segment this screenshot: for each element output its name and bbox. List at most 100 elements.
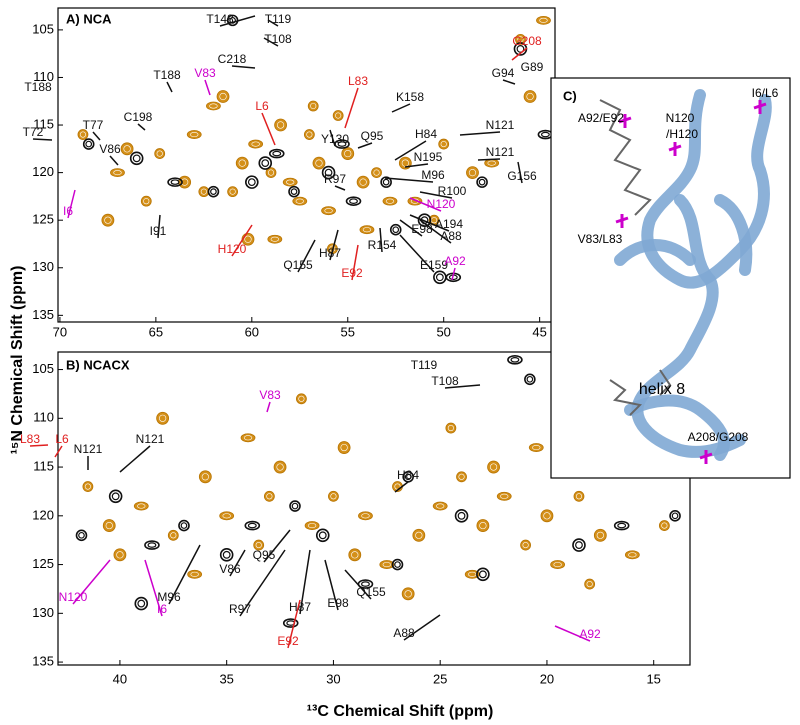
peak [572, 538, 586, 552]
x-tick-label: 65 [149, 324, 163, 339]
x-tick-label: 70 [53, 324, 67, 339]
annotation-label: Q95 [361, 129, 384, 143]
peak [273, 460, 287, 474]
peak-contour [575, 493, 583, 500]
peak-contour [84, 483, 91, 490]
annotation-pointer [263, 529, 291, 563]
annotation-pointer [229, 549, 246, 577]
panel-c-title: C) [563, 88, 577, 103]
annotation-label: G156 [507, 169, 537, 183]
peak-contour [431, 217, 438, 224]
peak-contour [440, 141, 447, 148]
peak [412, 528, 426, 542]
structure-label: V83/L83 [578, 232, 623, 246]
annotation-pointer [231, 65, 256, 69]
peak [304, 521, 320, 530]
annotation-label: L6 [255, 99, 269, 113]
annotation-pointer [357, 142, 373, 149]
peak [382, 196, 398, 206]
y-tick-label: 115 [33, 458, 54, 473]
peak-contour [229, 188, 236, 195]
peak-contour [137, 599, 146, 608]
peak-contour [447, 425, 454, 432]
side-chains [609, 369, 672, 416]
annotation-pointer [166, 81, 173, 93]
annotation-label: R100 [438, 184, 467, 198]
peak [332, 110, 344, 121]
highlight-residue [618, 114, 632, 128]
peak [523, 90, 537, 103]
peak-contour [266, 493, 273, 500]
peak [265, 167, 277, 179]
annotation-label: T108 [264, 32, 292, 46]
annotation-pointer [394, 140, 427, 161]
structure-label: helix 8 [639, 381, 685, 398]
peak-contour [290, 188, 298, 195]
annotation-label: L83 [20, 432, 40, 446]
annotation-pointer [409, 197, 442, 212]
annotation-label: E92 [277, 634, 299, 648]
ribbon [614, 194, 753, 276]
annotation-pointer [419, 219, 452, 244]
peak [178, 175, 192, 189]
peak [292, 196, 308, 206]
annotation-label: V83 [194, 66, 216, 80]
peak-contour [219, 92, 227, 101]
peak [307, 100, 319, 112]
peak [244, 520, 261, 531]
peak-contour [489, 463, 498, 471]
peak [296, 393, 307, 405]
peak-contour [85, 140, 93, 148]
annotation-label: G94 [492, 66, 515, 80]
peak [321, 165, 336, 180]
peak [438, 138, 450, 150]
peak [496, 491, 512, 501]
annotation-label: V86 [99, 142, 121, 156]
peak [391, 558, 404, 571]
peak [178, 519, 190, 532]
peak-contour [272, 150, 282, 157]
annotation-label: L6 [55, 432, 69, 446]
y-tick-label: 125 [32, 212, 54, 227]
peak [75, 529, 88, 542]
peak [593, 528, 607, 542]
peak [110, 168, 125, 178]
peak-contour [526, 375, 534, 383]
peak [433, 270, 447, 285]
peak-contour [298, 395, 305, 402]
peak [476, 567, 490, 582]
peak [248, 139, 264, 149]
peak [268, 148, 285, 159]
annotation-pointer [267, 19, 279, 27]
y-tick-label: 130 [32, 605, 54, 620]
annotation-label: C198 [124, 110, 153, 124]
peak [235, 156, 249, 170]
peak-contour [628, 552, 637, 558]
annotation-pointer [32, 138, 53, 141]
peak [341, 147, 355, 160]
ribbon [641, 89, 772, 289]
peak [584, 578, 596, 590]
peak-contour [344, 149, 352, 158]
annotation-label: R154 [368, 238, 397, 252]
peak-contour [291, 502, 299, 510]
peak-contour [132, 154, 141, 163]
x-tick-label: 40 [113, 671, 127, 686]
peak [540, 509, 554, 523]
peak [154, 148, 166, 159]
annotation-pointer [324, 559, 339, 611]
peak [227, 186, 239, 198]
annotation-pointer [299, 549, 311, 615]
peak [129, 151, 144, 166]
peak [282, 177, 298, 187]
annotation-label: G208 [512, 34, 542, 48]
peak [186, 130, 202, 139]
peak-contour [180, 522, 188, 529]
annotation-pointer [144, 559, 163, 617]
annotation-label: E92 [341, 266, 363, 280]
peak-contour [385, 198, 395, 204]
peak [82, 481, 94, 492]
annotation-pointer [344, 569, 372, 600]
peak [289, 500, 301, 512]
